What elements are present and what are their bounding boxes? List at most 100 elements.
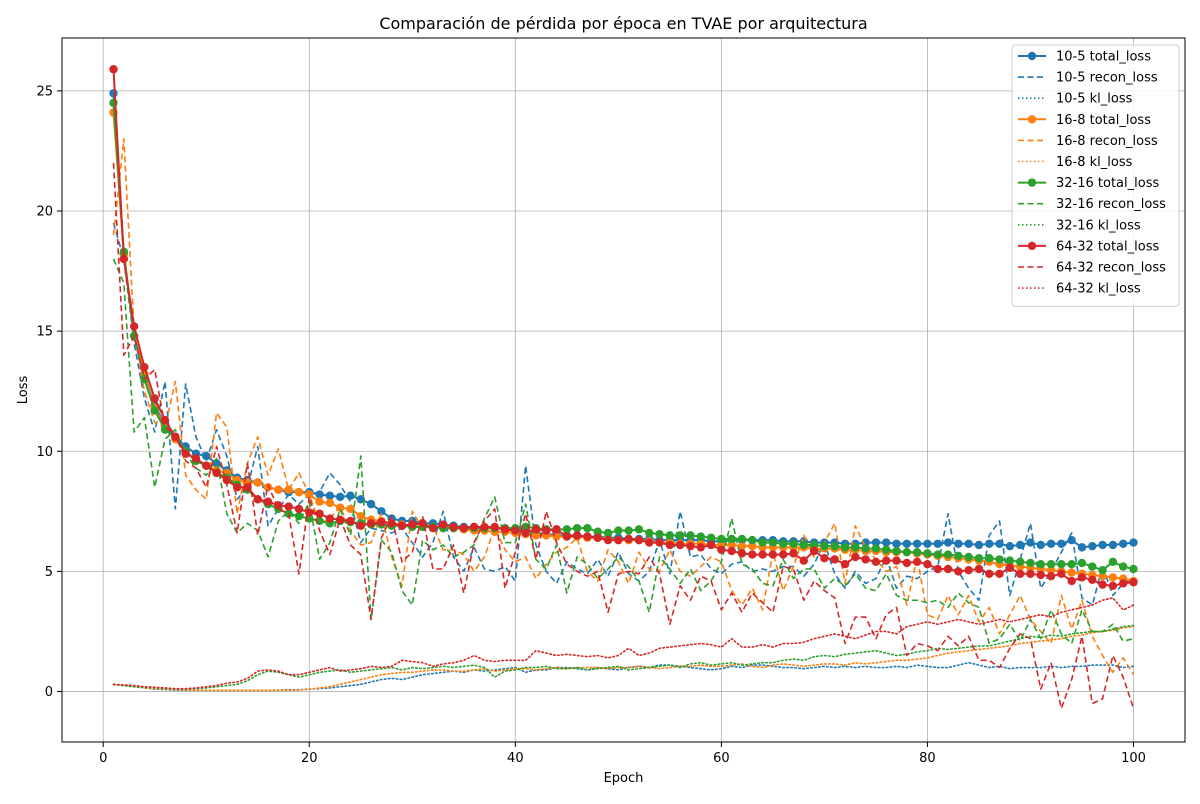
data-point	[1026, 538, 1035, 547]
data-point	[902, 558, 912, 568]
data-point	[634, 525, 644, 534]
data-point	[706, 540, 716, 550]
data-point	[377, 507, 386, 516]
series-16-8-dotted	[112, 625, 1135, 692]
x-tick-label: 100	[1121, 751, 1146, 766]
data-point	[985, 569, 994, 579]
legend-box	[1011, 44, 1180, 307]
data-point	[263, 497, 273, 506]
data-point	[933, 564, 942, 574]
data-point	[531, 525, 541, 534]
data-point	[552, 525, 561, 534]
data-point	[1129, 538, 1138, 547]
data-point	[768, 538, 778, 547]
data-point	[737, 549, 747, 558]
legend-item: 10-5 recon_loss	[1018, 71, 1158, 86]
data-point	[572, 531, 582, 540]
legend: 10-5 total_loss 10-5 recon_loss 10-5 kl_lo…	[1011, 44, 1180, 307]
data-point	[171, 432, 180, 442]
legend-item: 64-32 recon_loss	[1018, 261, 1166, 276]
data-point	[727, 546, 736, 556]
data-point	[562, 525, 572, 534]
data-point	[737, 541, 747, 551]
data-point	[160, 425, 170, 434]
data-point	[315, 490, 324, 499]
data-point	[1108, 573, 1118, 582]
data-point	[1108, 581, 1118, 591]
data-point	[1057, 559, 1066, 569]
data-point	[366, 499, 376, 509]
data-point	[1046, 566, 1056, 575]
data-point	[892, 556, 901, 565]
data-point	[943, 538, 953, 547]
x-axis-label: Epoch	[604, 771, 644, 786]
data-point	[150, 394, 159, 403]
data-point	[212, 468, 221, 478]
data-point	[1088, 562, 1097, 571]
data-point	[964, 552, 973, 562]
axes-frame	[61, 37, 1186, 743]
data-point	[748, 550, 757, 559]
series-line	[112, 258, 1134, 645]
data-point	[717, 545, 726, 554]
legend-label: 10-5 recon_loss	[1056, 71, 1158, 86]
data-point	[346, 516, 355, 526]
data-point	[675, 540, 685, 550]
data-point	[974, 564, 984, 574]
data-point	[500, 525, 510, 534]
data-point	[912, 547, 922, 557]
data-point	[593, 527, 602, 536]
data-point	[346, 491, 355, 500]
data-point	[1108, 557, 1118, 566]
data-point	[387, 519, 396, 528]
data-point	[459, 523, 469, 533]
legend-marker	[1027, 241, 1037, 251]
data-point	[1005, 556, 1015, 565]
data-point	[645, 528, 654, 538]
y-tick-label: 25	[36, 84, 53, 99]
data-point	[933, 550, 942, 559]
legend-item: 10-5 total_loss	[1018, 50, 1151, 65]
data-point	[665, 540, 675, 550]
legend-label: 64-32 recon_loss	[1056, 261, 1166, 276]
data-point	[892, 539, 901, 548]
data-point	[871, 544, 881, 553]
y-tick-label: 15	[36, 325, 53, 340]
data-point	[294, 487, 304, 497]
y-tick-label: 20	[36, 204, 53, 219]
x-tick-label: 40	[507, 751, 524, 766]
data-point	[583, 532, 592, 541]
data-point	[954, 567, 963, 576]
series-line	[112, 625, 1135, 692]
data-point	[274, 485, 283, 494]
data-point	[511, 526, 520, 535]
data-point	[428, 523, 438, 533]
data-point	[882, 556, 891, 565]
data-point	[727, 534, 736, 544]
legend-label: 16-8 kl_loss	[1056, 155, 1133, 170]
y-tick-label: 5	[45, 565, 53, 580]
data-point	[871, 557, 881, 566]
data-point	[758, 538, 767, 547]
data-point	[830, 555, 839, 564]
legend-label: 16-8 total_loss	[1056, 113, 1151, 128]
data-point	[912, 539, 922, 548]
data-point	[1026, 558, 1035, 568]
data-point	[1118, 579, 1128, 588]
legend-item: 32-16 kl_loss	[1018, 218, 1141, 233]
data-point	[871, 538, 881, 547]
data-point	[1036, 540, 1045, 550]
data-point	[542, 526, 551, 535]
data-point	[263, 483, 273, 492]
data-point	[418, 519, 427, 528]
data-point	[1046, 559, 1056, 569]
data-point	[346, 504, 355, 514]
series-line	[112, 222, 1134, 606]
data-point	[686, 541, 695, 551]
data-point	[778, 550, 788, 559]
data-point	[1067, 568, 1076, 577]
data-point	[1046, 572, 1056, 581]
data-point	[820, 553, 829, 563]
series-line	[112, 162, 1135, 710]
data-point	[562, 532, 572, 541]
